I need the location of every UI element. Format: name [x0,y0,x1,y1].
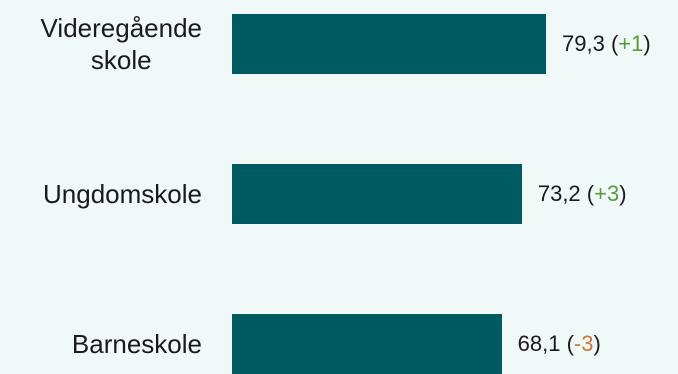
change-value: +3 [594,181,620,206]
category-label: Ungdomskole [43,179,202,209]
bar [232,14,546,74]
bar [232,164,522,224]
change-value: +1 [618,31,644,56]
value-number: 68,1 [517,331,561,356]
bar-chart: Videregående skole 79,3 (+1) Ungdomskole 73… [0,13,678,374]
category-label: Barneskole [71,329,202,359]
value-number: 73,2 [537,181,581,206]
value-number: 79,3 [562,31,605,56]
change-value: -3 [573,331,594,356]
value-label: 68,1 (-3) [517,331,601,356]
bar-row: Barneskole 68,1 (-3) [0,314,678,374]
value-label: 73,2 (+3) [537,181,627,206]
category-label: Videregående skole [40,13,202,75]
bar-row: Ungdomskole 73,2 (+3) [0,164,678,224]
bar-row: Videregående skole 79,3 (+1) [0,13,678,75]
bar [232,314,502,374]
value-label: 79,3 (+1) [562,31,651,56]
